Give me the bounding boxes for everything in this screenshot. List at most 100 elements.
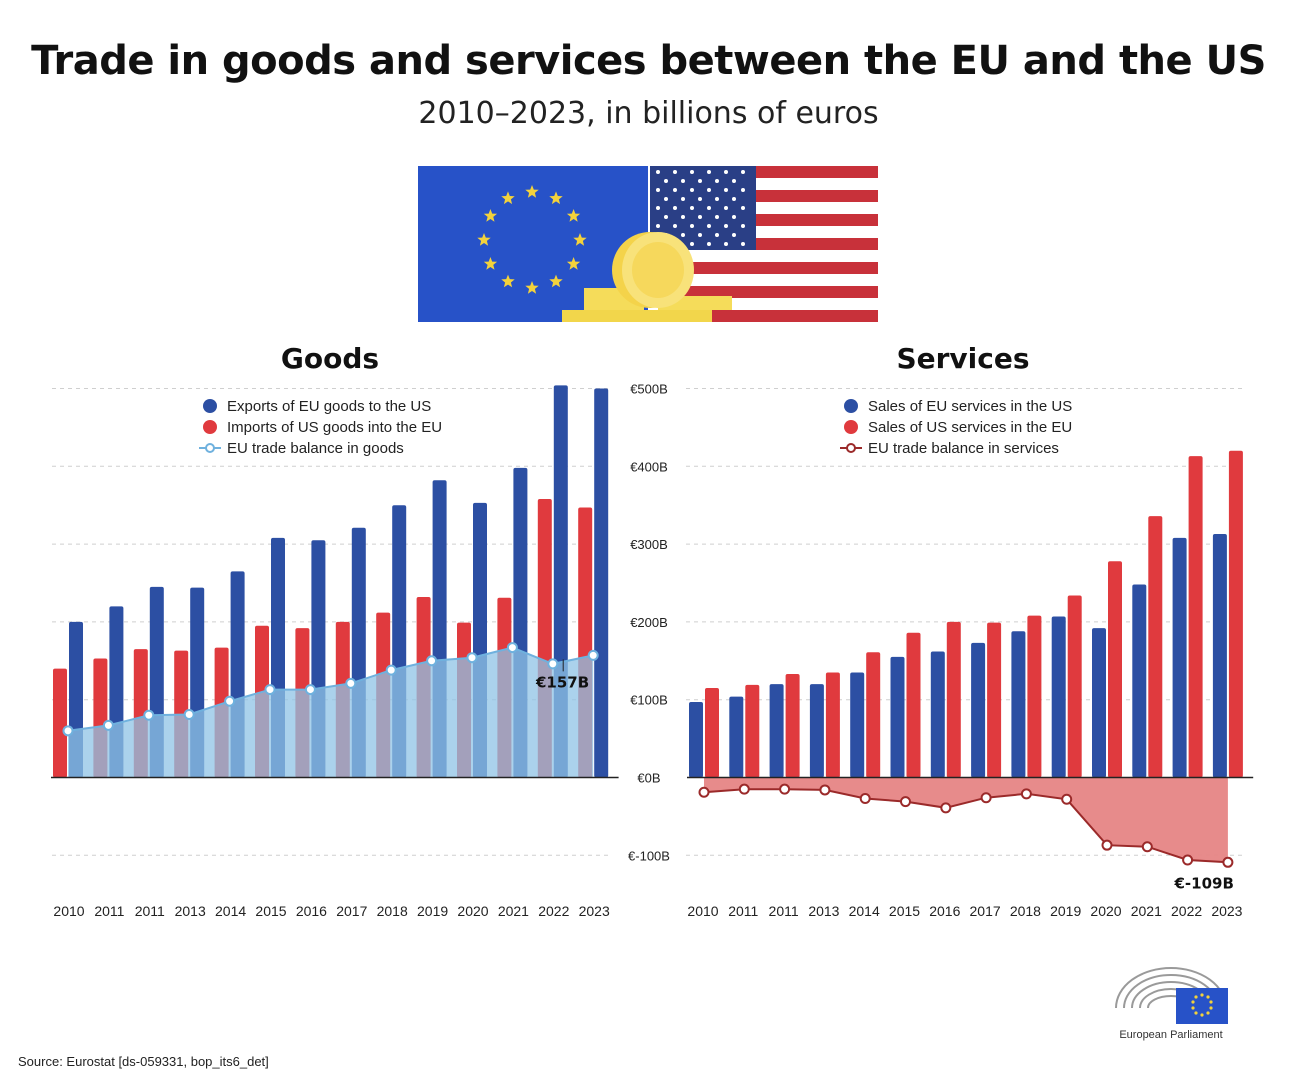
us-flag <box>650 166 878 322</box>
trade-charts: €500B €400B €300B €200B €100B €0B €-100B Goods… <box>51 342 1254 919</box>
page-subtitle: 2010–2023, in billions of euros <box>418 96 879 131</box>
balance-line <box>703 788 1228 864</box>
eu-stars <box>477 185 587 294</box>
balance-point-8 <box>1020 788 1032 800</box>
x-tick-label: 2023 <box>579 903 610 919</box>
bar-us-sales-0 <box>705 688 719 778</box>
eu-star-icon <box>566 209 581 222</box>
balance-area <box>704 777 1228 863</box>
eu-star-icon <box>566 257 581 270</box>
y-tick-label: €500B <box>630 382 668 397</box>
x-tick-label: 2015 <box>889 903 920 919</box>
european-parliament-logo <box>1115 967 1228 1024</box>
legend-swatch <box>844 420 858 434</box>
bar-eu-sales-6 <box>930 651 945 778</box>
balance-point-12 <box>547 658 559 670</box>
legend-marker <box>846 443 856 453</box>
legend-swatch <box>844 399 858 413</box>
bar-eu-sales-5 <box>890 656 905 778</box>
bar-us-sales-10 <box>1108 561 1122 778</box>
balance-point-3 <box>183 708 195 720</box>
balance-point-9 <box>426 655 438 667</box>
bar-eu-sales-10 <box>1092 628 1106 778</box>
bar-us-sales-8 <box>1027 615 1042 778</box>
x-tick-label: 2010 <box>687 903 718 919</box>
balance-end-label: €157B <box>535 673 589 691</box>
balance-point-1 <box>102 719 114 731</box>
balance-point-2 <box>779 783 791 795</box>
eu-star-icon <box>477 233 491 246</box>
x-tick-label: 2010 <box>53 903 84 919</box>
legend-label: Sales of US services in the EU <box>868 419 1072 436</box>
bar-eu-sales-11 <box>1132 584 1147 778</box>
bar-us-sales-13 <box>1228 450 1243 778</box>
bars <box>689 450 1243 778</box>
eu-star-icon <box>501 191 515 205</box>
balance-point-8 <box>385 664 397 676</box>
balance-point-9 <box>1061 793 1073 805</box>
balance-line <box>67 646 594 732</box>
x-tick-label: 2014 <box>215 903 246 919</box>
x-tick-label: 2013 <box>808 903 839 919</box>
panel-title: Goods <box>281 342 379 375</box>
page-title: Trade in goods and services between the … <box>31 38 1266 84</box>
balance-point-6 <box>940 802 952 814</box>
x-tick-label: 2011 <box>135 903 165 919</box>
x-tick-label: 2021 <box>498 903 529 919</box>
services-chart: Services €-109B 2010 2011 2011 2013 2014 2015 20… <box>687 342 1254 919</box>
balance-point-5 <box>900 796 911 808</box>
eu-star-icon <box>483 257 498 270</box>
bar-exports-13 <box>594 388 609 778</box>
balance-point-6 <box>304 684 316 696</box>
eu-star-icon <box>573 233 587 246</box>
bar-us-sales-6 <box>946 621 961 778</box>
bar-us-sales-1 <box>745 684 760 778</box>
eu-star-icon <box>549 274 563 288</box>
y-tick-label: €100B <box>630 693 668 708</box>
balance-point-5 <box>264 684 276 696</box>
balance-point-7 <box>345 677 357 689</box>
balance-point-13 <box>587 649 599 661</box>
balance-point-4 <box>859 793 871 805</box>
bar-us-sales-5 <box>906 632 921 778</box>
eu-star-icon <box>483 209 498 222</box>
x-tick-label: 2015 <box>255 903 286 919</box>
bar-us-sales-12 <box>1188 456 1203 778</box>
balance-point-1 <box>738 783 750 795</box>
x-tick-label: 2017 <box>970 903 1001 919</box>
x-tick-label: 2011 <box>769 903 799 919</box>
y-axis-ticks: €500B €400B €300B €200B €100B €0B €-100B <box>628 382 670 864</box>
bar-us-sales-9 <box>1067 595 1082 778</box>
bar-eu-sales-1 <box>729 696 744 778</box>
bar-us-sales-2 <box>785 674 800 778</box>
eu-star-icon <box>525 281 539 294</box>
bar-eu-sales-3 <box>809 684 824 778</box>
x-tick-label: 2016 <box>296 903 327 919</box>
balance-point-7 <box>980 792 992 804</box>
x-tick-label: 2019 <box>417 903 448 919</box>
bar-eu-sales-0 <box>689 702 703 778</box>
y-tick-label: €-100B <box>628 848 670 863</box>
legend-label: Exports of EU goods to the US <box>227 398 431 415</box>
balance-point-0 <box>698 786 710 798</box>
y-tick-label: €200B <box>630 615 668 630</box>
eu-star-icon <box>549 191 563 205</box>
goods-chart: Goods €157B 2010 2011 2011 2013 2014 2015 2016 20… <box>51 342 619 919</box>
balance-point-0 <box>62 725 74 737</box>
legend-swatch <box>203 399 217 413</box>
bar-imports-0 <box>53 668 67 778</box>
bar-eu-sales-9 <box>1051 616 1066 778</box>
logo-caption: European Parliament <box>1119 1029 1223 1041</box>
x-tick-label: 2022 <box>1171 903 1202 919</box>
x-tick-label: 2018 <box>1010 903 1041 919</box>
legend-label: EU trade balance in services <box>868 440 1059 457</box>
balance-point-13 <box>1222 856 1234 868</box>
bar-eu-sales-4 <box>850 672 865 778</box>
x-tick-label: 2023 <box>1211 903 1242 919</box>
bar-us-sales-7 <box>987 622 1002 778</box>
bar-eu-sales-8 <box>1011 631 1026 778</box>
balance-end-label: €-109B <box>1173 874 1233 892</box>
bar-us-sales-11 <box>1148 516 1163 778</box>
balance-point-4 <box>224 695 236 707</box>
y-tick-label: €400B <box>630 459 668 474</box>
